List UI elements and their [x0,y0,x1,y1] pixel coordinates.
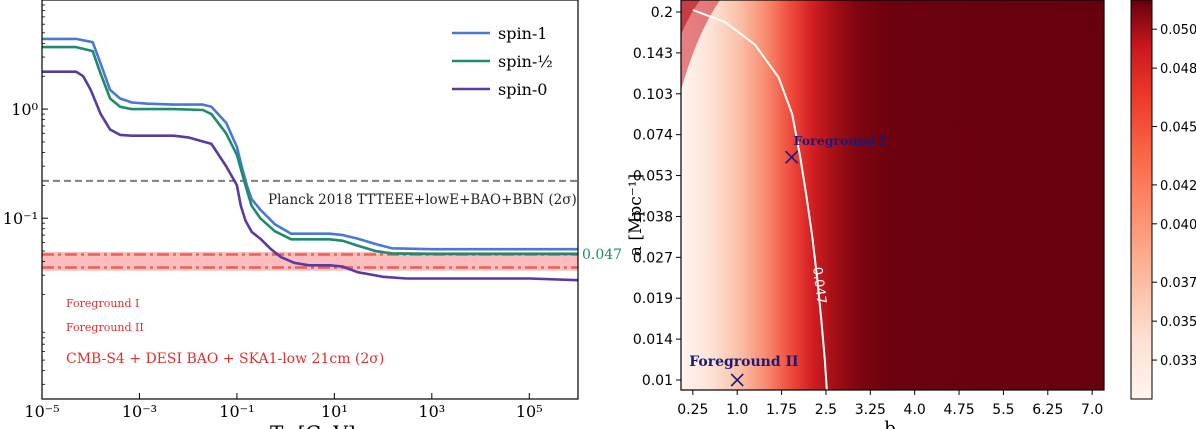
left-x-tick-label: 10⁵ [516,402,543,421]
heatmap-top-shade-2 [681,0,700,35]
spin-0-line [42,70,578,282]
heatmap-field [681,0,1104,390]
left-y-tick-label: 10⁻¹ [3,209,38,228]
left-x-tick-label: 10⁻¹ [219,402,254,421]
colorbar-tick-label: 0.048 [1160,62,1196,77]
left-x-axis-label: T₀ [GeV] [270,421,356,429]
left-minor-ticks [42,4,45,385]
spin-1-line [42,37,578,251]
right-chart: 0.25 1.0 1.75 2.5 3.25 4.0 4.75 5.5 6.25 7.0 0.01… [626,0,1196,429]
right-x-tick-label: 7.0 [1081,402,1103,418]
left-x-ticks: 10⁻⁵ 10⁻³ 10⁻¹ 10¹ 10³ 10⁵ [24,393,543,421]
marker-foreground-1: Foreground I [785,133,886,164]
right-x-tick-label: 1.0 [726,402,748,418]
marker-label: Foreground II [689,354,798,370]
spin-half-line [42,45,578,256]
colorbar-tick-label: 0.045 [1160,121,1196,136]
right-x-ticks: 0.25 1.0 1.75 2.5 3.25 4.0 4.75 5.5 6.25 7.0 [677,390,1103,418]
planck-label: Planck 2018 TTTEEE+lowE+BAO+BBN (2σ) [268,192,577,208]
contour-label: 0.047 [809,266,828,305]
marker-foreground-2: Foreground II [689,354,799,387]
right-x-tick-label: 3.25 [855,402,886,418]
foreground-2-label: Foreground II [66,321,144,334]
left-x-tick-label: 10³ [418,402,445,421]
right-x-tick-label: 0.25 [677,402,708,418]
colorbar-tick-label: 0.040 [1160,218,1196,233]
left-x-tick-label: 10⁻⁵ [24,402,59,421]
right-y-tick-label: 0.053 [633,169,673,185]
legend-spin-half-label: spin-½ [498,52,553,71]
cmb-s4-band [42,251,578,271]
left-axes-frame [41,0,579,400]
heatmap-top-shade [681,0,720,90]
right-y-tick-label: 0.074 [633,128,673,144]
right-y-tick-label: 0.014 [633,332,673,348]
colorbar-tick-label: 0.035 [1160,315,1196,330]
right-y-axis-label: a [Mpc⁻¹] [626,174,646,256]
right-x-tick-label: 4.75 [943,402,974,418]
right-y-ticks: 0.01 0.014 0.019 0.027 0.038 0.053 0.074 0.103 0… [633,5,681,389]
right-x-tick-label: 1.75 [766,402,797,418]
colorbar-tick-label: 0.042 [1160,179,1196,194]
legend-spin-0-label: spin-0 [498,80,547,99]
marker-cross-stroke [730,373,744,387]
cmb-s4-band-label: CMB-S4 + DESI BAO + SKA1-low 21cm (2σ) [66,351,384,367]
right-y-tick-label: 0.2 [651,5,673,21]
marker-label: Foreground I [794,133,886,148]
right-y-tick-label: 0.01 [642,373,673,389]
contour-0047 [692,9,828,390]
right-y-tick-label: 0.143 [633,46,673,62]
right-x-tick-label: 5.5 [992,402,1014,418]
foreground-1-label: Foreground I [66,297,139,310]
left-chart: 10⁻⁵ 10⁻³ 10⁻¹ 10¹ 10³ 10⁵ 10⁰ 10⁻¹ Planck 201… [3,0,622,429]
right-y-tick-label: 0.027 [633,250,673,266]
colorbar-ticks: 0.033 0.035 0.037 0.040 0.042 0.045 0.048 0.050 [1152,23,1196,369]
right-x-tick-label: 4.0 [904,402,926,418]
legend: spin-1 spin-½ spin-0 [452,24,553,99]
left-x-tick-label: 10¹ [321,402,348,421]
right-axes-frame [680,0,1105,391]
legend-spin-1-label: spin-1 [498,24,547,43]
colorbar [1130,0,1153,400]
heatmap-markers: Foreground I Foreground II [689,133,886,387]
right-y-tick-label: 0.019 [633,291,673,307]
left-y-ticks: 10⁰ 10⁻¹ [3,100,48,228]
left-y-tick-label: 10⁰ [11,100,38,119]
colorbar-tick-label: 0.033 [1160,354,1196,369]
right-x-tick-label: 6.25 [1032,402,1063,418]
right-x-axis-label: b [884,418,896,429]
marker-cross-stroke [785,150,799,164]
right-y-tick-label: 0.103 [633,87,673,103]
left-x-tick-label: 10⁻³ [122,402,157,421]
colorbar-tick-label: 0.037 [1160,276,1196,291]
annotation-0047: 0.047 [582,247,622,263]
colorbar-tick-label: 0.050 [1160,23,1196,38]
right-y-tick-label: 0.038 [633,209,673,225]
right-x-tick-label: 2.5 [815,402,837,418]
